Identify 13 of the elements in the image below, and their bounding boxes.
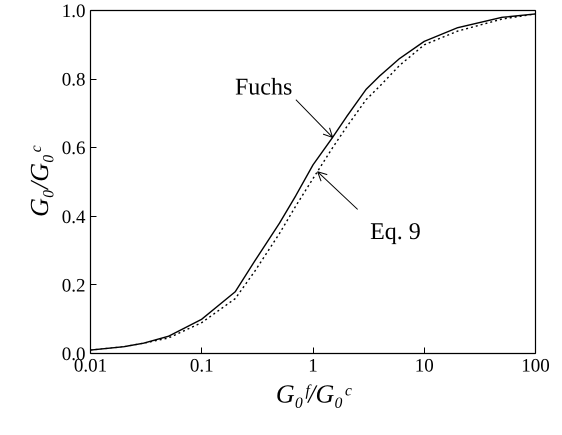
y-tick-label: 0.8 xyxy=(62,70,86,91)
x-axis-title: G₀ᶠ/G₀ᶜ xyxy=(276,380,352,408)
y-tick-label: 1.0 xyxy=(62,1,86,22)
annotation: Eq. 9 xyxy=(370,219,421,246)
x-tick-label: 1 xyxy=(308,356,318,376)
x-tick-label: 0.1 xyxy=(190,356,214,376)
annotation: Fuchs xyxy=(234,74,292,100)
x-tick-label: 100 xyxy=(521,356,550,376)
y-tick-label: 0.4 xyxy=(62,206,86,228)
y-axis-title: G₀/G₀ᶜ xyxy=(24,144,54,217)
y-tick-label: 0.2 xyxy=(62,275,86,296)
x-tick-label: 10 xyxy=(414,356,434,376)
y-tick-label: 0.6 xyxy=(62,138,86,160)
